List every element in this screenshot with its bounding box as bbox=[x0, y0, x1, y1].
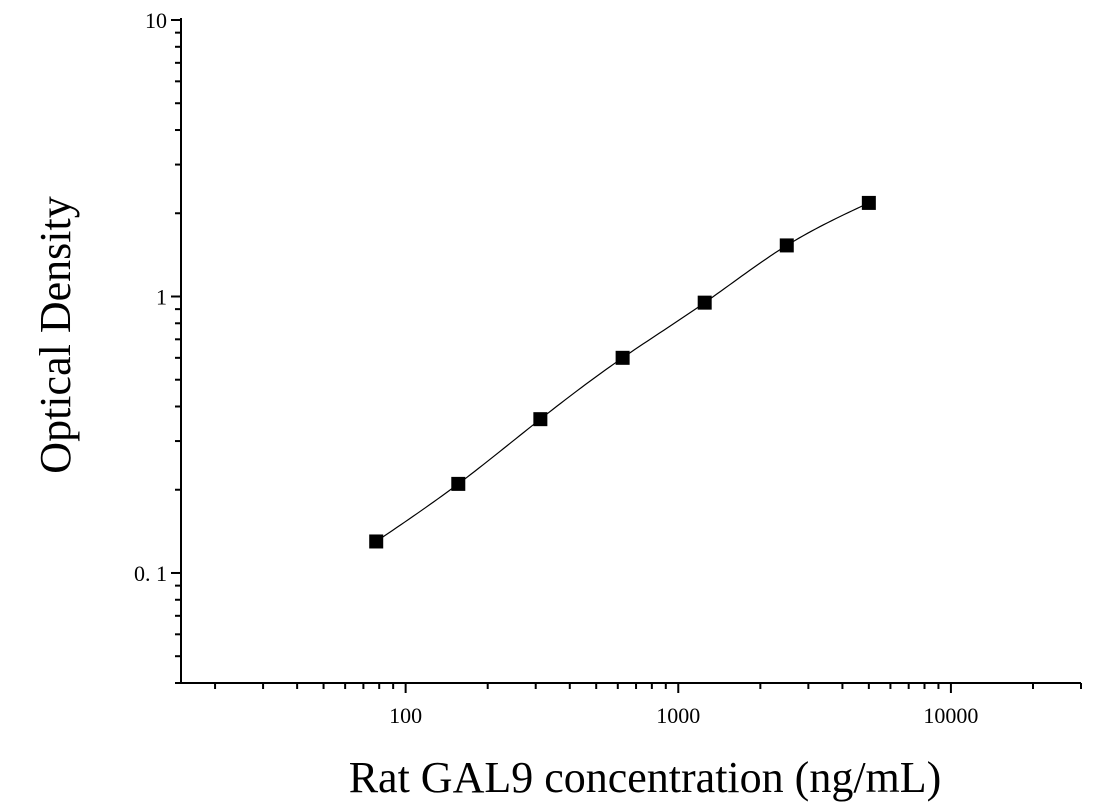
axes: 0. 1 1 10 100 1000 10000 bbox=[134, 8, 1082, 728]
y-axis-title: Optical Density bbox=[31, 196, 80, 473]
x-tick-label: 10000 bbox=[923, 703, 978, 728]
fit-curve bbox=[375, 202, 870, 542]
y-tick-label: 1 bbox=[156, 284, 167, 309]
data-point bbox=[697, 295, 712, 310]
data-point bbox=[533, 412, 548, 427]
data-point bbox=[779, 238, 794, 253]
x-tick-label: 100 bbox=[389, 703, 422, 728]
x-tick-label: 1000 bbox=[656, 703, 700, 728]
data-point bbox=[615, 350, 630, 365]
data-points bbox=[369, 195, 876, 549]
data-point bbox=[861, 195, 876, 210]
y-tick-label: 0. 1 bbox=[134, 561, 167, 586]
y-tick-label: 10 bbox=[145, 8, 167, 33]
data-point bbox=[369, 534, 384, 549]
x-axis-title: Rat GAL9 concentration (ng/mL) bbox=[349, 753, 942, 802]
fit-curve-group bbox=[375, 202, 870, 542]
data-point bbox=[451, 476, 466, 491]
